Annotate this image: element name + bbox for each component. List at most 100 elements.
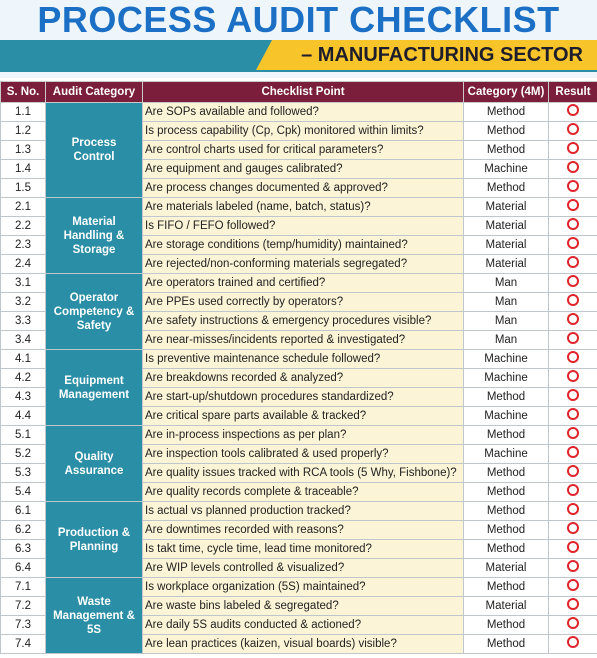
category-4m: Method bbox=[463, 463, 549, 483]
row: 2.2 Is FIFO / FEFO followed? Material bbox=[0, 216, 597, 236]
result-cell bbox=[548, 577, 597, 597]
serial-number: 3.2 bbox=[0, 292, 46, 312]
result-cell bbox=[548, 539, 597, 559]
checklist-point: Are materials labeled (name, batch, stat… bbox=[142, 197, 464, 217]
serial-number: 6.2 bbox=[0, 520, 46, 540]
row: 4.3 Are start-up/shutdown procedures stan… bbox=[0, 387, 597, 407]
serial-number: 1.4 bbox=[0, 159, 46, 179]
result-icon bbox=[567, 503, 579, 515]
result-icon bbox=[567, 123, 579, 135]
checklist-point: Are safety instructions & emergency proc… bbox=[142, 311, 464, 331]
row: 1.4 Are equipment and gauges calibrated? M… bbox=[0, 159, 597, 179]
category-4m: Method bbox=[463, 387, 549, 407]
result-icon bbox=[567, 199, 579, 211]
checklist-point: Are rejected/non-conforming materials se… bbox=[142, 254, 464, 274]
category-4m: Method bbox=[463, 482, 549, 502]
checklist-point: Is FIFO / FEFO followed? bbox=[142, 216, 464, 236]
result-icon bbox=[567, 408, 579, 420]
header-row: S. No. Audit Category Checklist Point Categ… bbox=[0, 81, 597, 103]
serial-number: 6.3 bbox=[0, 539, 46, 559]
row: 3.1 Operator Competency & Safety Are opera… bbox=[0, 273, 597, 350]
row: 6.3 Is takt time, cycle time, lead time m… bbox=[0, 539, 597, 559]
header-background bbox=[0, 0, 597, 78]
audit-category: Production & Planning bbox=[45, 501, 143, 578]
checklist-point: Are WIP levels controlled & visualized? bbox=[142, 558, 464, 578]
result-icon bbox=[567, 161, 579, 173]
result-icon bbox=[567, 313, 579, 325]
result-cell bbox=[548, 140, 597, 160]
checklist-point: Are operators trained and certified? bbox=[142, 273, 464, 293]
result-icon bbox=[567, 332, 579, 344]
category-4m: Method bbox=[463, 634, 549, 654]
serial-number: 7.3 bbox=[0, 615, 46, 635]
checklist-point: Is process capability (Cp, Cpk) monitore… bbox=[142, 121, 464, 141]
category-4m: Man bbox=[463, 273, 549, 293]
result-icon bbox=[567, 351, 579, 363]
serial-number: 6.1 bbox=[0, 501, 46, 521]
result-icon bbox=[567, 484, 579, 496]
column-header: Category (4M) bbox=[463, 81, 549, 103]
result-cell bbox=[548, 406, 597, 426]
category-4m: Method bbox=[463, 501, 549, 521]
row: 6.2 Are downtimes recorded with reasons? M… bbox=[0, 520, 597, 540]
row: 1.1 Process Control Are SOPs available and… bbox=[0, 102, 597, 198]
result-cell bbox=[548, 292, 597, 312]
category-4m: Material bbox=[463, 558, 549, 578]
row: 1.2 Is process capability (Cp, Cpk) monit… bbox=[0, 121, 597, 141]
checklist-point: Are storage conditions (temp/humidity) m… bbox=[142, 235, 464, 255]
audit-category: Material Handling & Storage bbox=[45, 197, 143, 274]
category-4m: Man bbox=[463, 292, 549, 312]
serial-number: 1.5 bbox=[0, 178, 46, 198]
result-cell bbox=[548, 102, 597, 122]
row: 5.1 Quality Assurance Are in-process inspe… bbox=[0, 425, 597, 502]
row: 4.1 Equipment Management Is preventive mai… bbox=[0, 349, 597, 426]
serial-number: 7.2 bbox=[0, 596, 46, 616]
checklist-point: Are quality records complete & traceable… bbox=[142, 482, 464, 502]
checklist-point: Are downtimes recorded with reasons? bbox=[142, 520, 464, 540]
row: 1.3 Are control charts used for critical … bbox=[0, 140, 597, 160]
serial-number: 5.3 bbox=[0, 463, 46, 483]
row: 2.1 Material Handling & Storage Are materi… bbox=[0, 197, 597, 274]
checklist-point: Are process changes documented & approve… bbox=[142, 178, 464, 198]
checklist-point: Is preventive maintenance schedule follo… bbox=[142, 349, 464, 369]
row: 7.3 Are daily 5S audits conducted & actio… bbox=[0, 615, 597, 635]
serial-number: 2.4 bbox=[0, 254, 46, 274]
row: 3.3 Are safety instructions & emergency p… bbox=[0, 311, 597, 331]
row: 2.3 Are storage conditions (temp/humidity… bbox=[0, 235, 597, 255]
checklist-point: Are lean practices (kaizen, visual board… bbox=[142, 634, 464, 654]
category-4m: Method bbox=[463, 121, 549, 141]
result-cell bbox=[548, 444, 597, 464]
column-header: Result bbox=[548, 81, 597, 103]
result-icon bbox=[567, 370, 579, 382]
serial-number: 2.1 bbox=[0, 197, 46, 217]
result-icon bbox=[567, 636, 579, 648]
serial-number: 5.2 bbox=[0, 444, 46, 464]
result-cell bbox=[548, 425, 597, 445]
serial-number: 4.3 bbox=[0, 387, 46, 407]
checklist-point: Are daily 5S audits conducted & actioned… bbox=[142, 615, 464, 635]
row: 7.4 Are lean practices (kaizen, visual bo… bbox=[0, 634, 597, 654]
result-cell bbox=[548, 596, 597, 616]
category-4m: Machine bbox=[463, 406, 549, 426]
result-cell bbox=[548, 197, 597, 217]
result-cell bbox=[548, 178, 597, 198]
result-icon bbox=[567, 275, 579, 287]
result-cell bbox=[548, 349, 597, 369]
row: 5.2 Are inspection tools calibrated & use… bbox=[0, 444, 597, 464]
result-icon bbox=[567, 237, 579, 249]
serial-number: 1.1 bbox=[0, 102, 46, 122]
audit-category: Equipment Management bbox=[45, 349, 143, 426]
result-icon bbox=[567, 104, 579, 116]
result-cell bbox=[548, 273, 597, 293]
category-4m: Material bbox=[463, 197, 549, 217]
checklist-point: Are start-up/shutdown procedures standar… bbox=[142, 387, 464, 407]
checklist-point: Are control charts used for critical par… bbox=[142, 140, 464, 160]
category-4m: Material bbox=[463, 216, 549, 236]
checklist-point: Are waste bins labeled & segregated? bbox=[142, 596, 464, 616]
checklist-point: Are inspection tools calibrated & used p… bbox=[142, 444, 464, 464]
serial-number: 2.3 bbox=[0, 235, 46, 255]
category-4m: Material bbox=[463, 596, 549, 616]
category-4m: Material bbox=[463, 235, 549, 255]
category-4m: Method bbox=[463, 539, 549, 559]
result-icon bbox=[567, 389, 579, 401]
